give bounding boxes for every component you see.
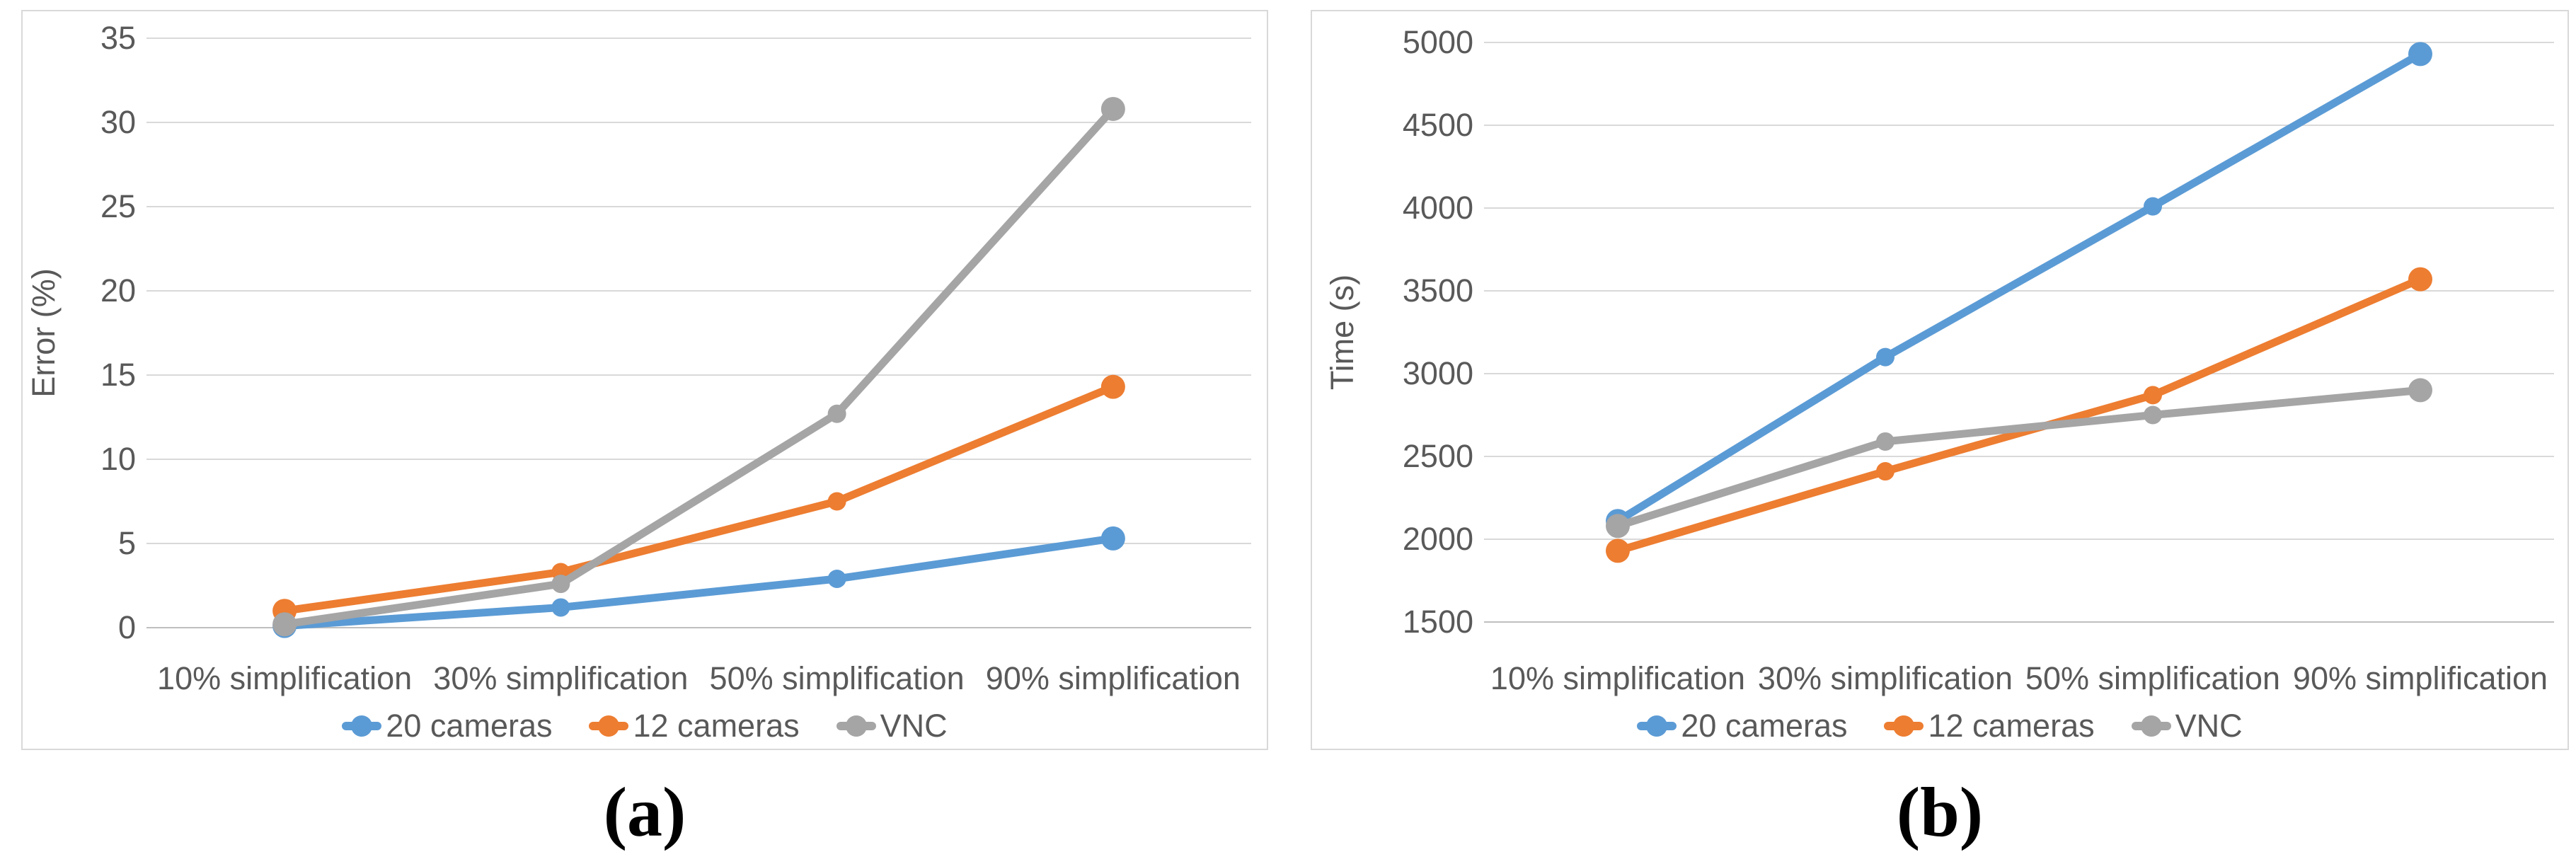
legend-key-dot [351, 715, 373, 737]
legend-key-dot [1893, 715, 1915, 737]
x-category-label: 90% simplification [986, 660, 1241, 696]
chart-panel-a: 0 5 10 15 20 25 30 35 10% simplification 30% simp… [21, 10, 1268, 750]
series-line-20-cameras [1614, 50, 2425, 525]
y-tick-label: 3500 [1403, 272, 1473, 309]
data-point-marker [551, 575, 570, 594]
y-tick-label: 30 [100, 104, 136, 140]
legend-key-dot [598, 715, 620, 737]
y-tick-label: 4500 [1403, 107, 1473, 143]
data-point-marker [1876, 347, 1894, 367]
data-point-marker [1606, 539, 1630, 563]
legend-item-vnc: VNC [836, 708, 948, 744]
legend-key-dot [2140, 715, 2162, 737]
legend-label: 12 cameras [1928, 708, 2095, 744]
y-tick-label: 20 [100, 272, 136, 309]
data-point-marker [272, 612, 297, 637]
legend-marker-icon [1637, 715, 1677, 737]
legend-label: VNC [880, 708, 948, 744]
legend-marker-icon [2131, 715, 2171, 737]
data-point-marker [827, 404, 846, 423]
y-tick-label: 10 [100, 441, 136, 477]
x-category-label: 30% simplification [1758, 660, 2013, 696]
x-category-label: 10% simplification [1490, 660, 1745, 696]
legend-label: 20 cameras [386, 708, 553, 744]
legend-item-12-cameras: 12 cameras [1884, 708, 2095, 744]
data-point-marker [827, 569, 846, 588]
legend-marker-icon [836, 715, 876, 737]
y-tick-label: 2000 [1403, 521, 1473, 557]
x-category-label: 50% simplification [710, 660, 965, 696]
y-tick-label: 5 [118, 525, 136, 561]
series-line-vnc [1614, 386, 2425, 530]
data-point-marker [1876, 462, 1894, 481]
legend-key-dot [845, 715, 867, 737]
time-line-chart: 1500 2000 2500 3000 3500 4000 4500 5000 10% simp… [1324, 24, 2554, 696]
legend-marker-icon [589, 715, 629, 737]
legend-key-dot [1646, 715, 1668, 737]
legend-label: VNC [2175, 708, 2243, 744]
y-axis-title: Time (s) [1324, 275, 1360, 390]
data-point-marker [1100, 374, 1125, 399]
data-point-marker [1100, 96, 1125, 121]
legend-label: 12 cameras [633, 708, 800, 744]
caption-a: (a) [603, 773, 686, 851]
y-tick-label: 3000 [1403, 355, 1473, 391]
x-category-label: 50% simplification [2025, 660, 2280, 696]
y-tick-label: 0 [118, 609, 136, 645]
y-tick-label: 25 [100, 188, 136, 224]
data-point-marker [2408, 378, 2432, 403]
y-tick-label: 35 [100, 20, 136, 56]
legend-marker-icon [1884, 715, 1924, 737]
data-point-marker [2408, 267, 2432, 292]
y-axis-title: Error (%) [25, 268, 62, 397]
data-point-marker [1876, 432, 1894, 451]
caption-b: (b) [1896, 773, 1984, 851]
legend-item-20-cameras: 20 cameras [342, 708, 552, 744]
y-tick-label: 2500 [1403, 438, 1473, 474]
legend-a: 20 cameras 12 cameras VNC [23, 708, 1267, 744]
data-point-marker [551, 598, 570, 617]
data-point-marker [2144, 197, 2162, 216]
y-tick-label: 15 [100, 357, 136, 393]
chart-panel-b: 1500 2000 2500 3000 3500 4000 4500 5000 10% simp… [1311, 10, 2569, 750]
series-line-20-cameras [280, 534, 1117, 631]
data-point-marker [2408, 42, 2432, 67]
y-tick-label: 1500 [1403, 604, 1473, 640]
x-category-label: 30% simplification [433, 660, 688, 696]
legend-item-vnc: VNC [2131, 708, 2243, 744]
legend-marker-icon [342, 715, 382, 737]
series-line-12-cameras [280, 383, 1117, 615]
legend-item-20-cameras: 20 cameras [1637, 708, 1847, 744]
x-category-label: 90% simplification [2293, 660, 2548, 696]
legend-label: 20 cameras [1681, 708, 1848, 744]
y-tick-label: 4000 [1403, 190, 1473, 226]
series-line-12-cameras [1614, 275, 2425, 555]
error-line-chart: 0 5 10 15 20 25 30 35 10% simplification 30% simp… [25, 20, 1251, 696]
data-point-marker [2144, 405, 2162, 425]
data-point-marker [2144, 386, 2162, 405]
x-category-label: 10% simplification [157, 660, 412, 696]
series-line-vnc [280, 105, 1117, 628]
data-point-marker [1606, 514, 1630, 539]
y-tick-label: 5000 [1403, 24, 1473, 60]
legend-item-12-cameras: 12 cameras [589, 708, 800, 744]
data-point-marker [827, 492, 846, 511]
legend-b: 20 cameras 12 cameras VNC [1312, 708, 2568, 744]
data-point-marker [1100, 526, 1125, 551]
